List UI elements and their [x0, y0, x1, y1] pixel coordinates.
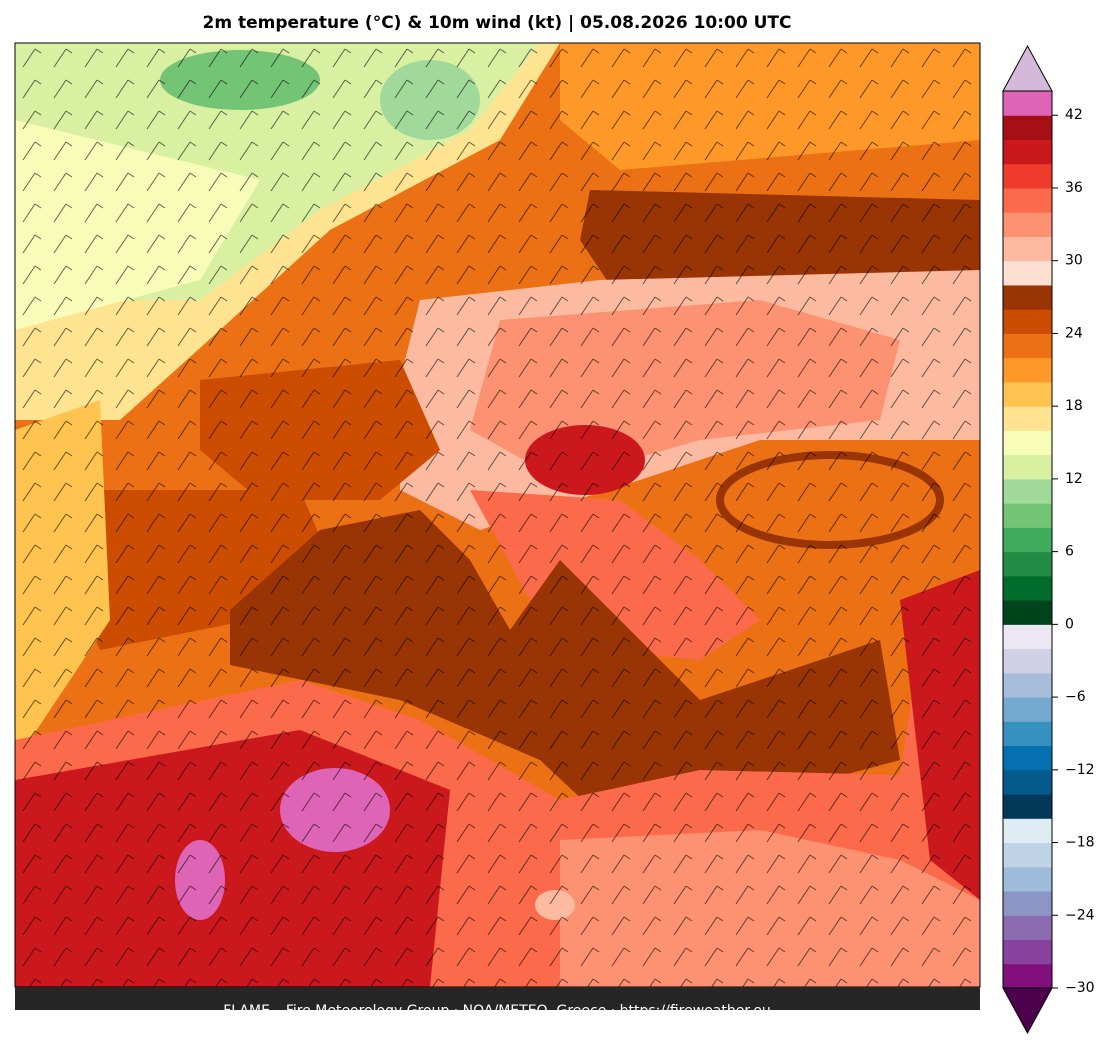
colorbar-tick-label: −6 [1065, 689, 1086, 705]
colorbar-bin [1003, 915, 1052, 941]
colorbar-bin [1003, 333, 1052, 359]
colorbar-bin [1003, 478, 1052, 504]
colorbar-frame [1002, 90, 1053, 989]
colorbar-bin [1003, 284, 1052, 310]
colorbar: −30 −24 −18 −12 −6 0 6 12 18 24 30 36 42 [1002, 44, 1095, 1035]
colorbar-bin [1003, 115, 1052, 140]
colorbar-bin [1003, 139, 1052, 165]
colorbar-tick-label: 12 [1065, 471, 1083, 487]
colorbar-bin [1003, 721, 1052, 747]
colorbar-bin [1003, 357, 1052, 383]
colorbar-bin [1003, 842, 1052, 868]
colorbar-bin [1003, 648, 1052, 674]
map-title: 2m temperature (°C) & 10m wind (kt) | 05… [202, 13, 791, 33]
colorbar-bin [1003, 454, 1052, 480]
colorbar-bin [1003, 260, 1052, 286]
footer-text: FLAME – Fire Meteorology Group · NOA/MET… [223, 1003, 771, 1019]
wind-barbs [15, 43, 980, 987]
colorbar-bin [1003, 600, 1052, 625]
colorbar-bin [1003, 939, 1052, 965]
colorbar-tick-label: 18 [1065, 398, 1083, 414]
colorbar-bin [1003, 624, 1052, 650]
colorbar-bin [1003, 430, 1052, 456]
colorbar-bin [1003, 187, 1052, 213]
colorbar-bin [1003, 91, 1052, 116]
colorbar-bin [1003, 575, 1052, 601]
colorbar-bin [1003, 963, 1052, 989]
colorbar-tick-label: 30 [1065, 253, 1083, 269]
colorbar-bin [1003, 697, 1052, 722]
colorbar-bin [1003, 794, 1052, 819]
colorbar-extend-over [1002, 44, 1053, 92]
footer-band [15, 987, 980, 1010]
colorbar-bin [1003, 551, 1052, 577]
colorbar-tick-label: −12 [1065, 762, 1095, 778]
colorbar-tick-label: 42 [1065, 107, 1083, 123]
colorbar-bin [1003, 212, 1052, 237]
colorbar-bin [1003, 163, 1052, 189]
colorbar-tick-label: −30 [1065, 980, 1095, 996]
colorbar-bin [1003, 891, 1052, 916]
colorbar-bin [1003, 527, 1052, 553]
colorbar-tick-label: 0 [1065, 616, 1074, 632]
colorbar-bin [1003, 236, 1052, 262]
colorbar-tick-label: 24 [1065, 325, 1083, 341]
colorbar-bin [1003, 769, 1052, 795]
colorbar-tick-label: 36 [1065, 180, 1083, 196]
colorbar-bin [1003, 866, 1052, 892]
colorbar-tick-label: 6 [1065, 544, 1074, 560]
colorbar-bin [1003, 503, 1052, 528]
colorbar-tick-label: −24 [1065, 907, 1095, 923]
colorbar-extend-under [1002, 987, 1053, 1035]
colorbar-tick-label: −18 [1065, 835, 1095, 851]
temperature-map [15, 43, 980, 987]
colorbar-bin [1003, 672, 1052, 698]
colorbar-bin [1003, 381, 1052, 407]
colorbar-bin [1003, 745, 1052, 771]
colorbar-bin [1003, 818, 1052, 844]
colorbar-bin [1003, 406, 1052, 431]
colorbar-bin [1003, 309, 1052, 334]
